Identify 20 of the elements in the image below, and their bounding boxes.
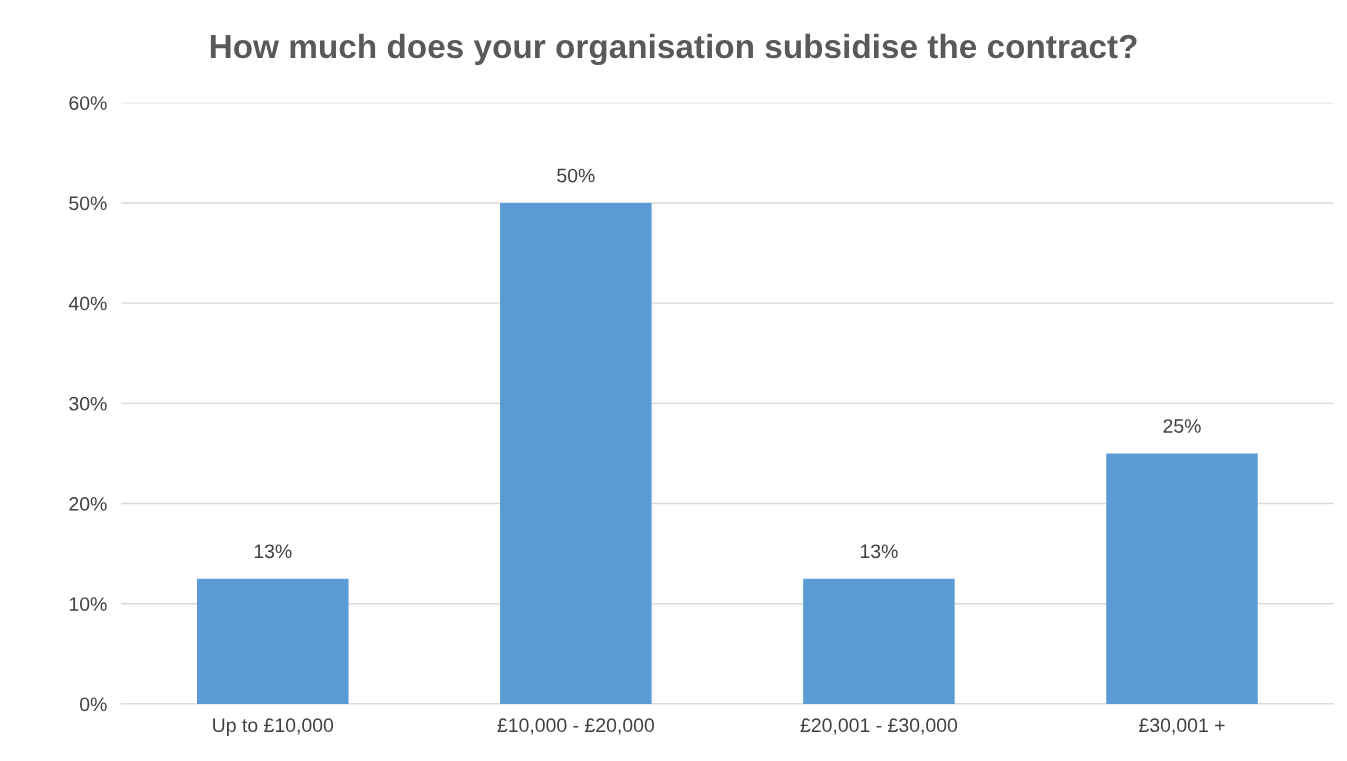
y-tick-label: 10% — [69, 597, 107, 611]
y-tick-label: 30% — [69, 396, 107, 411]
data-label: 13% — [254, 544, 292, 559]
chart-title: How much does your organisation subsidise the contract? — [210, 33, 1137, 66]
x-tick-label: £20,001 - £30,000 — [800, 718, 958, 735]
y-tick-label: 60% — [69, 96, 107, 110]
data-label: 50% — [557, 168, 595, 183]
y-tick-label: 20% — [69, 497, 107, 511]
y-tick-label: 40% — [68, 296, 107, 311]
data-label: 13% — [860, 544, 898, 559]
x-tick-label: Up to £10,000 — [213, 718, 334, 736]
data-label: 25% — [1163, 419, 1201, 433]
bar — [1106, 453, 1258, 704]
bar — [500, 202, 652, 704]
y-tick-label: 0% — [80, 697, 107, 712]
x-tick-label: £10,000 - £20,000 — [497, 718, 655, 735]
y-tick-label: 50% — [69, 196, 107, 211]
bar — [197, 578, 349, 704]
bar — [803, 578, 955, 704]
x-tick-label: £30,001 + — [1139, 718, 1225, 735]
